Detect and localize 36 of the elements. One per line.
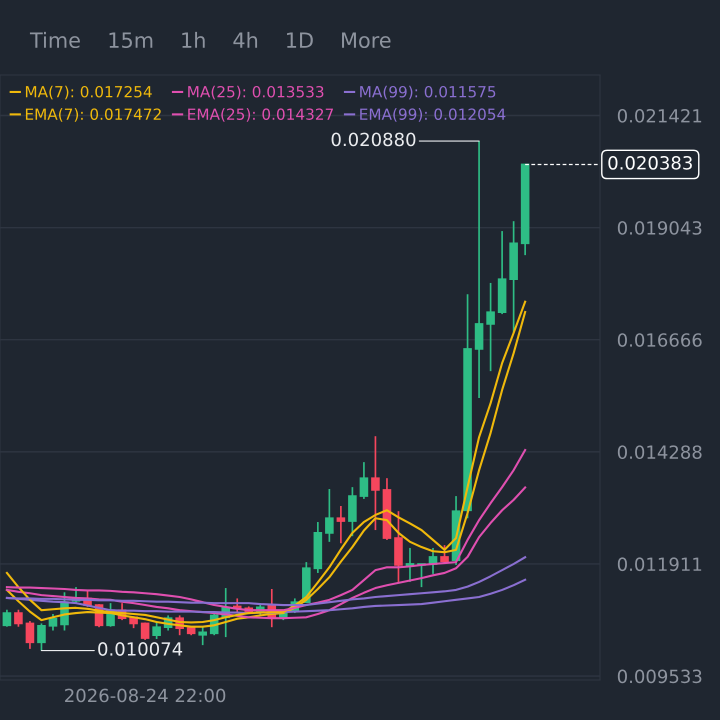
candlestick — [198, 626, 207, 646]
text: 4h — [233, 32, 258, 48]
text: 1h — [182, 32, 205, 48]
text: Time — [30, 32, 80, 48]
legend-label: MA(99): 0.011575 — [360, 86, 496, 100]
candlestick — [360, 461, 368, 500]
y-tick-label: 0.019043 — [618, 221, 702, 235]
text: 1D — [287, 32, 313, 48]
y-tick-label: 0.021421 — [618, 108, 702, 123]
legend-label: EMA(99): 0.012054 — [360, 108, 506, 122]
x-tick-label: 2026-08-24 22:00 — [65, 688, 226, 702]
candlestick — [152, 622, 161, 640]
candlestick — [486, 282, 495, 372]
candlestick — [474, 140, 484, 399]
y-tick-label: 0.009533 — [618, 670, 702, 684]
legend-label: MA(25): 0.013533 — [188, 86, 324, 100]
y-tick-label: 0.011911 — [618, 557, 702, 572]
y-tick-label: 0.014288 — [618, 445, 702, 459]
legend-label: MA(7): 0.017254 — [26, 86, 152, 100]
candlestick — [371, 435, 380, 531]
candlestick — [325, 488, 334, 543]
y-tick-label: 0.016666 — [618, 333, 702, 347]
legend-label: EMA(25): 0.014327 — [188, 108, 333, 122]
candlestick — [48, 613, 58, 632]
text: 15m — [110, 32, 152, 48]
candlestick — [26, 620, 34, 650]
candlestick — [140, 622, 150, 641]
candlestick — [336, 505, 346, 544]
ref-line-label: 0.020383 — [608, 156, 692, 170]
text: More — [342, 32, 391, 48]
candlestick — [14, 608, 23, 628]
candlestick — [37, 622, 46, 652]
candlestick — [2, 608, 12, 628]
legend-label: EMA(7): 0.017472 — [26, 108, 161, 122]
annotation: 0.010074 — [98, 642, 182, 656]
annotation: 0.020880 — [332, 132, 416, 146]
